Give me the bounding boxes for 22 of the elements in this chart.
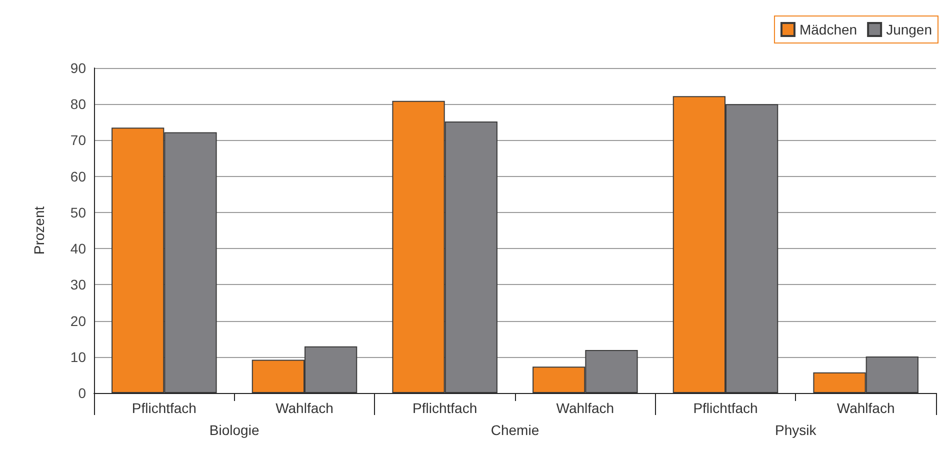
x-tick-label: Pflichtfach: [132, 400, 196, 416]
x-tick-label: Wahlfach: [556, 400, 614, 416]
text: Biologie: [209, 422, 260, 438]
y-tick-label: 60: [70, 168, 86, 184]
y-tick-label: 70: [70, 132, 86, 148]
y-tick-label: 90: [70, 60, 86, 76]
y-tick-label: 0: [78, 385, 86, 401]
y-tick-label: 10: [70, 348, 86, 365]
y-tick-label: 30: [70, 276, 86, 293]
text: Chemie: [490, 422, 540, 438]
y-tick-label: 50: [70, 204, 86, 220]
y-tick-label: 40: [70, 240, 86, 257]
text: Physik: [775, 422, 818, 438]
legend-label: Mädchen: [799, 22, 858, 38]
x-tick-label: Pflichtfach: [693, 400, 758, 416]
x-tick-label: Wahlfach: [276, 400, 334, 416]
legend-label: Jungen: [886, 22, 932, 38]
x-tick-label: Wahlfach: [836, 400, 895, 416]
y-axis-title: Prozent: [31, 206, 47, 255]
x-tick-label: Pflichtfach: [412, 400, 478, 416]
y-tick-label: 20: [70, 312, 86, 329]
y-tick-label: 80: [70, 96, 86, 112]
